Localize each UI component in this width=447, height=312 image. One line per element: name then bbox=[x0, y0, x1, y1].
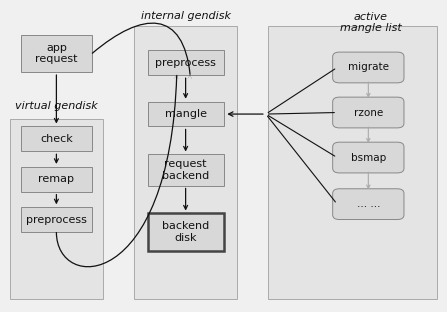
FancyBboxPatch shape bbox=[333, 142, 404, 173]
FancyBboxPatch shape bbox=[148, 213, 224, 251]
FancyArrowPatch shape bbox=[268, 115, 335, 156]
FancyBboxPatch shape bbox=[148, 154, 224, 186]
Text: backend
disk: backend disk bbox=[162, 221, 209, 243]
Text: app
request: app request bbox=[35, 43, 78, 64]
FancyBboxPatch shape bbox=[21, 207, 92, 232]
FancyBboxPatch shape bbox=[21, 126, 92, 151]
Text: mangle: mangle bbox=[164, 109, 207, 119]
Text: preprocess: preprocess bbox=[155, 58, 216, 68]
FancyBboxPatch shape bbox=[333, 97, 404, 128]
FancyBboxPatch shape bbox=[148, 51, 224, 75]
Text: remap: remap bbox=[38, 174, 74, 184]
FancyBboxPatch shape bbox=[333, 52, 404, 83]
Text: rzone: rzone bbox=[354, 108, 383, 118]
Text: bsmap: bsmap bbox=[351, 153, 386, 163]
Text: active
mangle list: active mangle list bbox=[340, 12, 401, 33]
FancyBboxPatch shape bbox=[21, 167, 92, 192]
Text: migrate: migrate bbox=[348, 62, 389, 72]
Text: check: check bbox=[40, 134, 73, 144]
Text: virtual gendisk: virtual gendisk bbox=[15, 101, 98, 111]
FancyArrowPatch shape bbox=[268, 69, 335, 113]
Text: ... ...: ... ... bbox=[357, 199, 380, 209]
Text: internal gendisk: internal gendisk bbox=[141, 11, 231, 21]
FancyBboxPatch shape bbox=[333, 189, 404, 220]
FancyBboxPatch shape bbox=[135, 26, 237, 299]
FancyBboxPatch shape bbox=[9, 119, 103, 299]
Text: request
backend: request backend bbox=[162, 159, 209, 181]
FancyBboxPatch shape bbox=[21, 35, 92, 72]
FancyArrowPatch shape bbox=[269, 113, 334, 114]
FancyBboxPatch shape bbox=[148, 102, 224, 126]
FancyArrowPatch shape bbox=[268, 116, 335, 202]
FancyBboxPatch shape bbox=[268, 26, 438, 299]
Text: preprocess: preprocess bbox=[26, 215, 87, 225]
